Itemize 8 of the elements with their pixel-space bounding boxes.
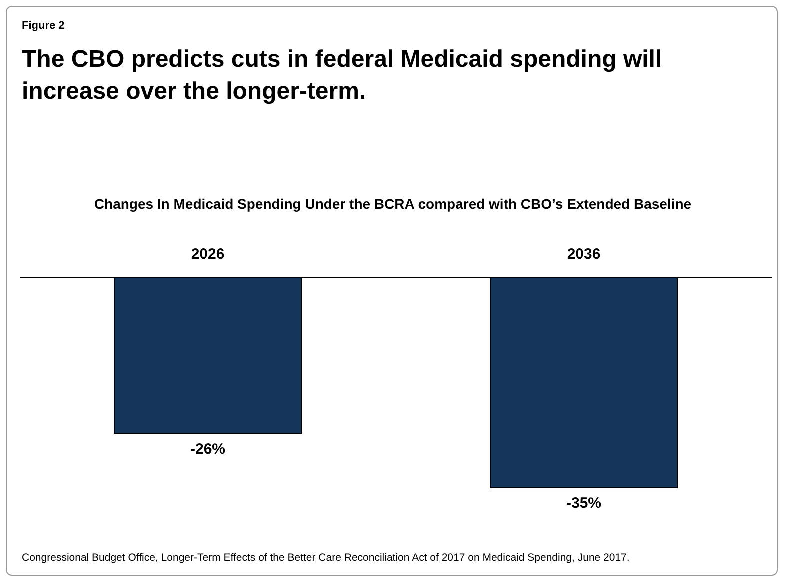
data-label: -35% [566,494,602,512]
x-tick-label: 2036 [567,246,601,264]
chart-title: The CBO predicts cuts in federal Medicaid spending will increase over the longer-term. [22,45,664,107]
text: Congressional Budget Office, Longer-Term Effects of the Better Care Reconciliation Act of 2017 on Medicaid Spending, June 2017. [22,552,630,564]
chart-subtitle: Changes In Medicaid Spending Under the BCRA compared with CBO’s Extended Baseline [93,196,693,212]
x-tick-label: 2026 [191,246,225,264]
data-label: -26% [190,440,226,458]
caption: Figure 2 [22,20,65,32]
